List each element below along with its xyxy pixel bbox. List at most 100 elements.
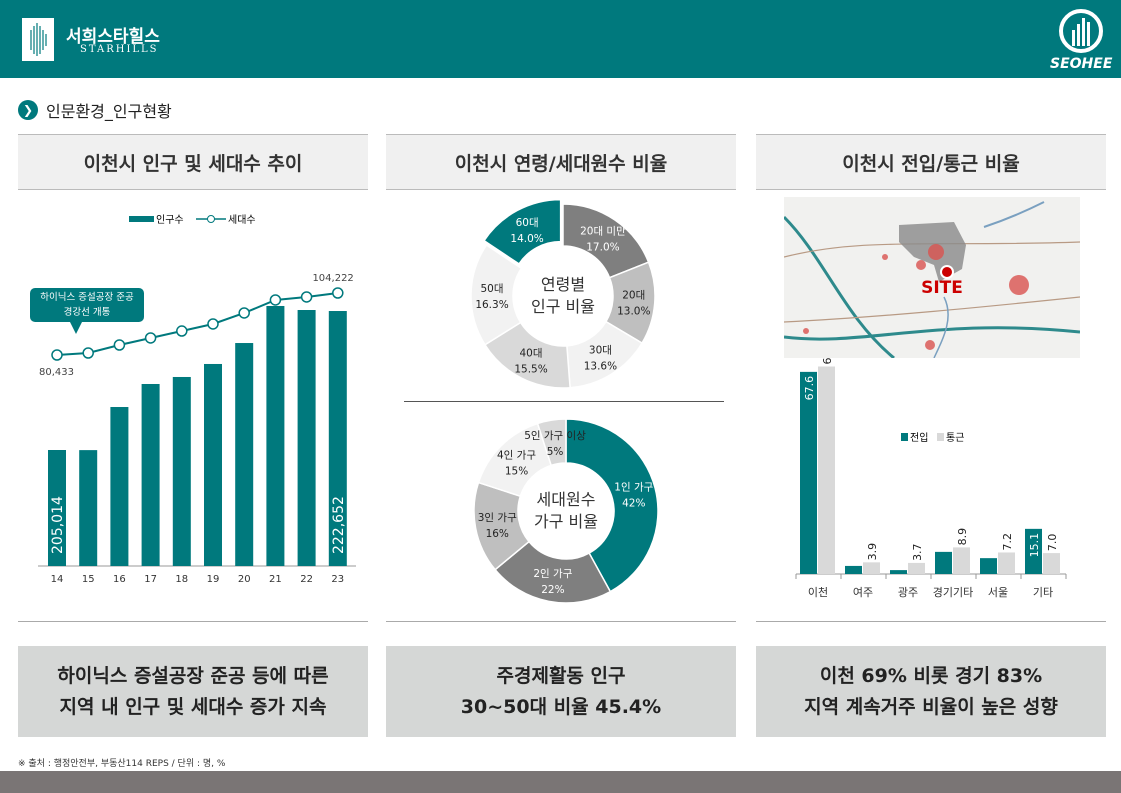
household-point: [113, 339, 126, 351]
bar-move-in: [935, 551, 952, 574]
source-note: ※ 출처 : 행정안전부, 부동산114 REPS / 단위 : 명, %: [18, 759, 226, 769]
x-tick-label: 여주: [853, 586, 873, 599]
legend-label: 세대수: [228, 214, 256, 226]
starhills-logo-icon: [22, 18, 54, 61]
x-tick-label: 15: [82, 574, 95, 585]
bar-data-label: 67.6: [803, 376, 816, 401]
population-bar: [48, 450, 66, 566]
household-line: [56, 292, 338, 356]
bar-commute: [953, 547, 970, 574]
brand-name-en: STARHILLS: [80, 44, 159, 55]
x-tick-label: 18: [175, 574, 188, 585]
header: 서희스타힐스 STARHILLS SEOHEE: [0, 0, 1121, 78]
bar-move-in: [1025, 528, 1042, 574]
household-point: [51, 349, 63, 361]
divider: [404, 401, 724, 402]
donut-slice: [482, 198, 562, 265]
slice-label: 60대: [516, 217, 539, 229]
slice-value-label: 14.0%: [510, 233, 543, 245]
legend-bar-swatch: [129, 216, 154, 222]
slice-label: 40대: [519, 347, 542, 359]
bar-data-label: 7.2: [1001, 533, 1014, 551]
panel-migration-commute: 이천시 전입/통근 비율: [756, 134, 1106, 622]
bar-commute: [908, 562, 925, 574]
donut-center-label: 연령별: [541, 275, 585, 294]
x-tick-label: 23: [331, 574, 344, 585]
bar-commute: [818, 366, 835, 574]
population-bar: [297, 310, 316, 566]
x-tick-label: 21: [269, 574, 282, 585]
panel-title: 이천시 인구 및 세대수 추이: [18, 134, 368, 190]
x-tick-label: 17: [144, 574, 157, 585]
summary-line: 지역 내 인구 및 세대수 증가 지속: [59, 695, 327, 718]
donut-slice: [565, 418, 659, 593]
x-tick-label: 기타: [1033, 586, 1053, 599]
site-map: SITE: [784, 197, 1080, 358]
population-bar: [79, 450, 98, 566]
summary-line: 30~50대 비율 45.4%: [460, 695, 662, 718]
slice-value-label: 15%: [505, 466, 528, 478]
population-bar: [328, 311, 347, 566]
population-data-label: 222,652: [331, 496, 347, 554]
donut-center-label: 인구 비율: [531, 297, 595, 316]
seohee-logo-icon: [1059, 9, 1103, 53]
bar-data-label: 8.9: [956, 528, 969, 546]
summary-line: 주경제활동 인구: [496, 664, 626, 687]
population-bar: [172, 376, 191, 566]
donut-center-label: 가구 비율: [534, 512, 598, 531]
slice-label: 1인 가구: [614, 482, 653, 494]
legend-label: 통근: [946, 432, 964, 444]
population-bar: [141, 383, 160, 566]
slice-label: 20대 미만: [580, 225, 626, 237]
x-tick-label: 광주: [898, 586, 918, 599]
brand-name: 서희스타힐스: [66, 27, 160, 47]
donut-slice: [470, 244, 523, 346]
x-tick-label: 22: [300, 574, 313, 585]
donut-center-label: 세대원수: [537, 490, 596, 509]
bar-data-label: 5.: [983, 546, 996, 557]
panel-population-trend: 이천시 인구 및 세대수 추이: [18, 134, 368, 622]
bar-commute: [998, 552, 1015, 574]
slice-value-label: 22%: [541, 584, 564, 596]
slice-value-label: 13.0%: [617, 306, 650, 318]
chevron-right-icon: ❯: [18, 100, 38, 120]
household-point: [300, 291, 313, 303]
legend-swatch: [937, 433, 944, 441]
slice-value-label: 5%: [547, 446, 564, 458]
population-data-label: 205,014: [50, 496, 66, 554]
x-tick-label: 이천: [808, 585, 828, 599]
callout-line2: 경강선 개통: [63, 307, 111, 318]
legend-line-marker: [207, 215, 215, 223]
x-tick-label: 20: [238, 574, 251, 585]
slice-label: 2인 가구: [533, 568, 572, 580]
footer-bar: [0, 771, 1121, 793]
x-tick-label: 14: [51, 574, 64, 585]
legend-label: 전입: [910, 431, 928, 444]
household-point: [269, 294, 282, 306]
section-heading: ❯ 인문환경_인구현황: [18, 98, 172, 122]
household-point: [332, 287, 344, 299]
donut-slice: [536, 418, 567, 467]
panel-age-household: 이천시 연령/세대원수 비율: [386, 134, 736, 622]
population-bar: [110, 407, 129, 566]
slice-label: 4인 가구: [497, 450, 536, 462]
bar-move-in: [890, 570, 907, 574]
slice-label: 5인 가구 이상: [524, 430, 586, 442]
site-label: SITE: [921, 278, 963, 298]
household-point: [238, 307, 250, 319]
household-point: [176, 325, 188, 337]
bar-move-in: [800, 371, 817, 574]
household-point: [144, 332, 157, 344]
summary-line: 하이닉스 증설공장 준공 등에 따른: [57, 664, 329, 687]
panel-title: 이천시 전입/통근 비율: [756, 134, 1106, 190]
callout-line1: 하이닉스 증설공장 준공: [40, 292, 134, 303]
household-point: [207, 318, 219, 330]
x-tick-label: 19: [207, 574, 220, 585]
x-tick-label: 서울: [988, 586, 1008, 599]
bar-data-label: 15.1: [1028, 533, 1041, 558]
summary-box: 이천 69% 비롯 경기 83% 지역 계속거주 비율이 높은 성향: [756, 646, 1106, 737]
bar-commute: [1043, 553, 1060, 574]
slice-label: 50대: [480, 283, 503, 295]
